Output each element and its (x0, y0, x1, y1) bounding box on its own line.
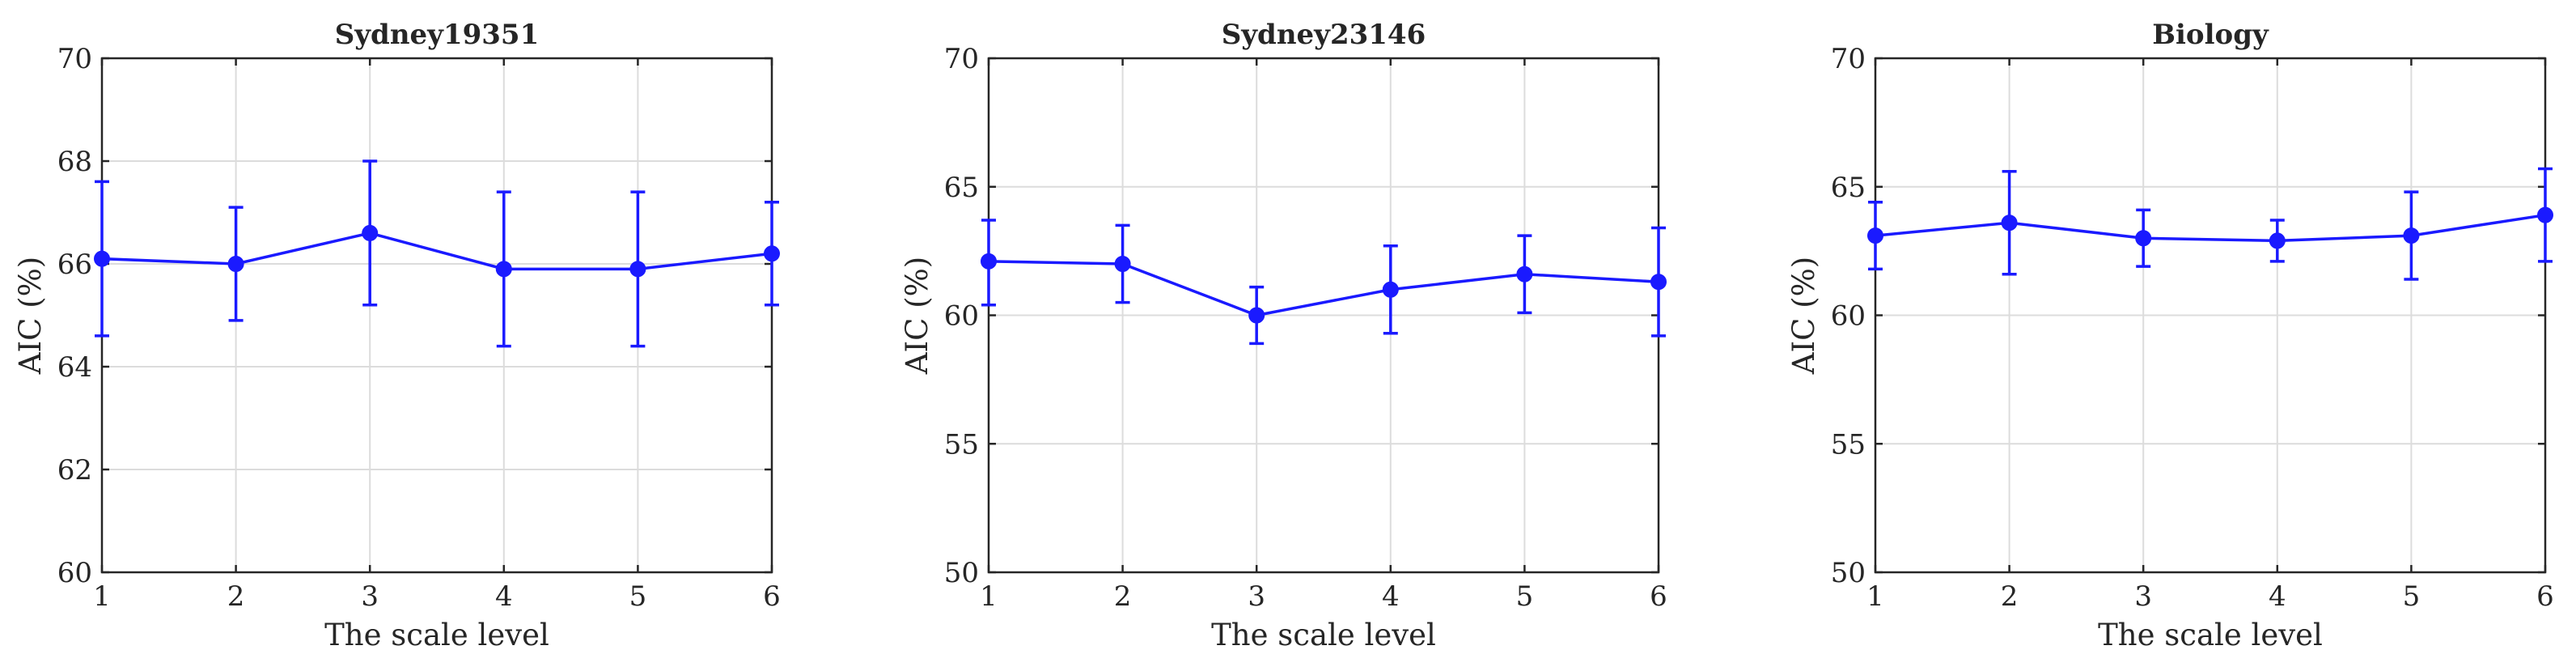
y-tick-label: 68 (57, 146, 92, 178)
x-axis-label: The scale level (2098, 618, 2323, 652)
y-axis-label: AIC (%) (1786, 257, 1821, 375)
data-point (2537, 206, 2553, 223)
chart-panel-biology: 1 2 3 4 5 6 50 55 60 65 70 Biology The scale level AI… (1786, 19, 2554, 652)
y-tick-label: 55 (944, 428, 979, 461)
x-tick-label: 6 (1650, 580, 1667, 613)
data-point (94, 250, 110, 267)
x-tick-label: 5 (1516, 580, 1534, 613)
x-tick-label: 4 (495, 580, 513, 613)
x-tick-label: 4 (2269, 580, 2286, 613)
data-point (2135, 230, 2152, 247)
y-tick-label: 50 (1831, 557, 1866, 589)
y-tick-label: 62 (57, 454, 92, 486)
data-point (2001, 215, 2018, 232)
x-tick-label: 3 (2134, 580, 2152, 613)
data-point (362, 224, 379, 241)
x-tick-label: 4 (1382, 580, 1400, 613)
plot-frame (100, 57, 773, 574)
y-tick-label: 65 (944, 172, 979, 204)
data-point (629, 261, 646, 278)
data-point (1650, 274, 1667, 291)
series-line (1875, 213, 2546, 243)
x-tick-label: 3 (1248, 580, 1265, 613)
y-tick-label: 55 (1831, 428, 1866, 461)
data-point (1114, 256, 1131, 272)
chart-title: Sydney23146 (1222, 19, 1426, 51)
x-tick-label: 2 (2001, 580, 2019, 613)
data-point (1516, 266, 1533, 283)
x-tick-label: 5 (629, 580, 647, 613)
data-point (2403, 227, 2420, 244)
y-tick-label: 66 (57, 249, 92, 281)
data-point (764, 245, 780, 262)
x-tick-label: 6 (763, 580, 781, 613)
y-tick-label: 70 (1831, 43, 1866, 75)
data-point (981, 253, 997, 270)
y-tick-label: 64 (57, 351, 92, 384)
y-axis-label: AIC (%) (13, 257, 48, 375)
x-tick-label: 6 (2536, 580, 2554, 613)
y-tick-label: 60 (57, 557, 92, 589)
x-tick-label: 2 (1114, 580, 1132, 613)
x-axis-label: The scale level (1211, 618, 1436, 652)
y-tick-label: 70 (944, 43, 979, 75)
y-tick-label: 70 (57, 43, 92, 75)
data-point (1248, 307, 1265, 324)
x-tick-label: 1 (93, 580, 111, 613)
x-axis-label: The scale level (324, 618, 549, 652)
x-tick-label: 1 (980, 580, 998, 613)
chart-title: Biology (2152, 19, 2269, 51)
data-point (495, 261, 512, 278)
x-tick-label: 2 (227, 580, 245, 613)
chart-panel-sydney19351: 1 2 3 4 5 6 60 62 64 66 68 70 Sydney19351 The scale l… (13, 19, 781, 652)
y-tick-label: 65 (1831, 172, 1866, 204)
data-point (2269, 232, 2286, 249)
x-tick-label: 5 (2403, 580, 2421, 613)
data-point (1867, 227, 1883, 244)
chart-panel-sydney23146: 1 2 3 4 5 6 50 55 60 65 70 Sydney23146 The scale lev… (900, 19, 1667, 652)
chart-title: Sydney19351 (335, 19, 539, 51)
series-line (988, 260, 1659, 317)
series-line (101, 232, 773, 271)
y-axis-label: AIC (%) (900, 257, 934, 375)
x-tick-label: 3 (361, 580, 379, 613)
y-tick-label: 60 (1831, 300, 1866, 333)
x-tick-label: 1 (1866, 580, 1884, 613)
data-point (227, 256, 244, 272)
data-point (1382, 281, 1399, 298)
y-tick-label: 60 (944, 300, 979, 333)
y-tick-label: 50 (944, 557, 979, 589)
